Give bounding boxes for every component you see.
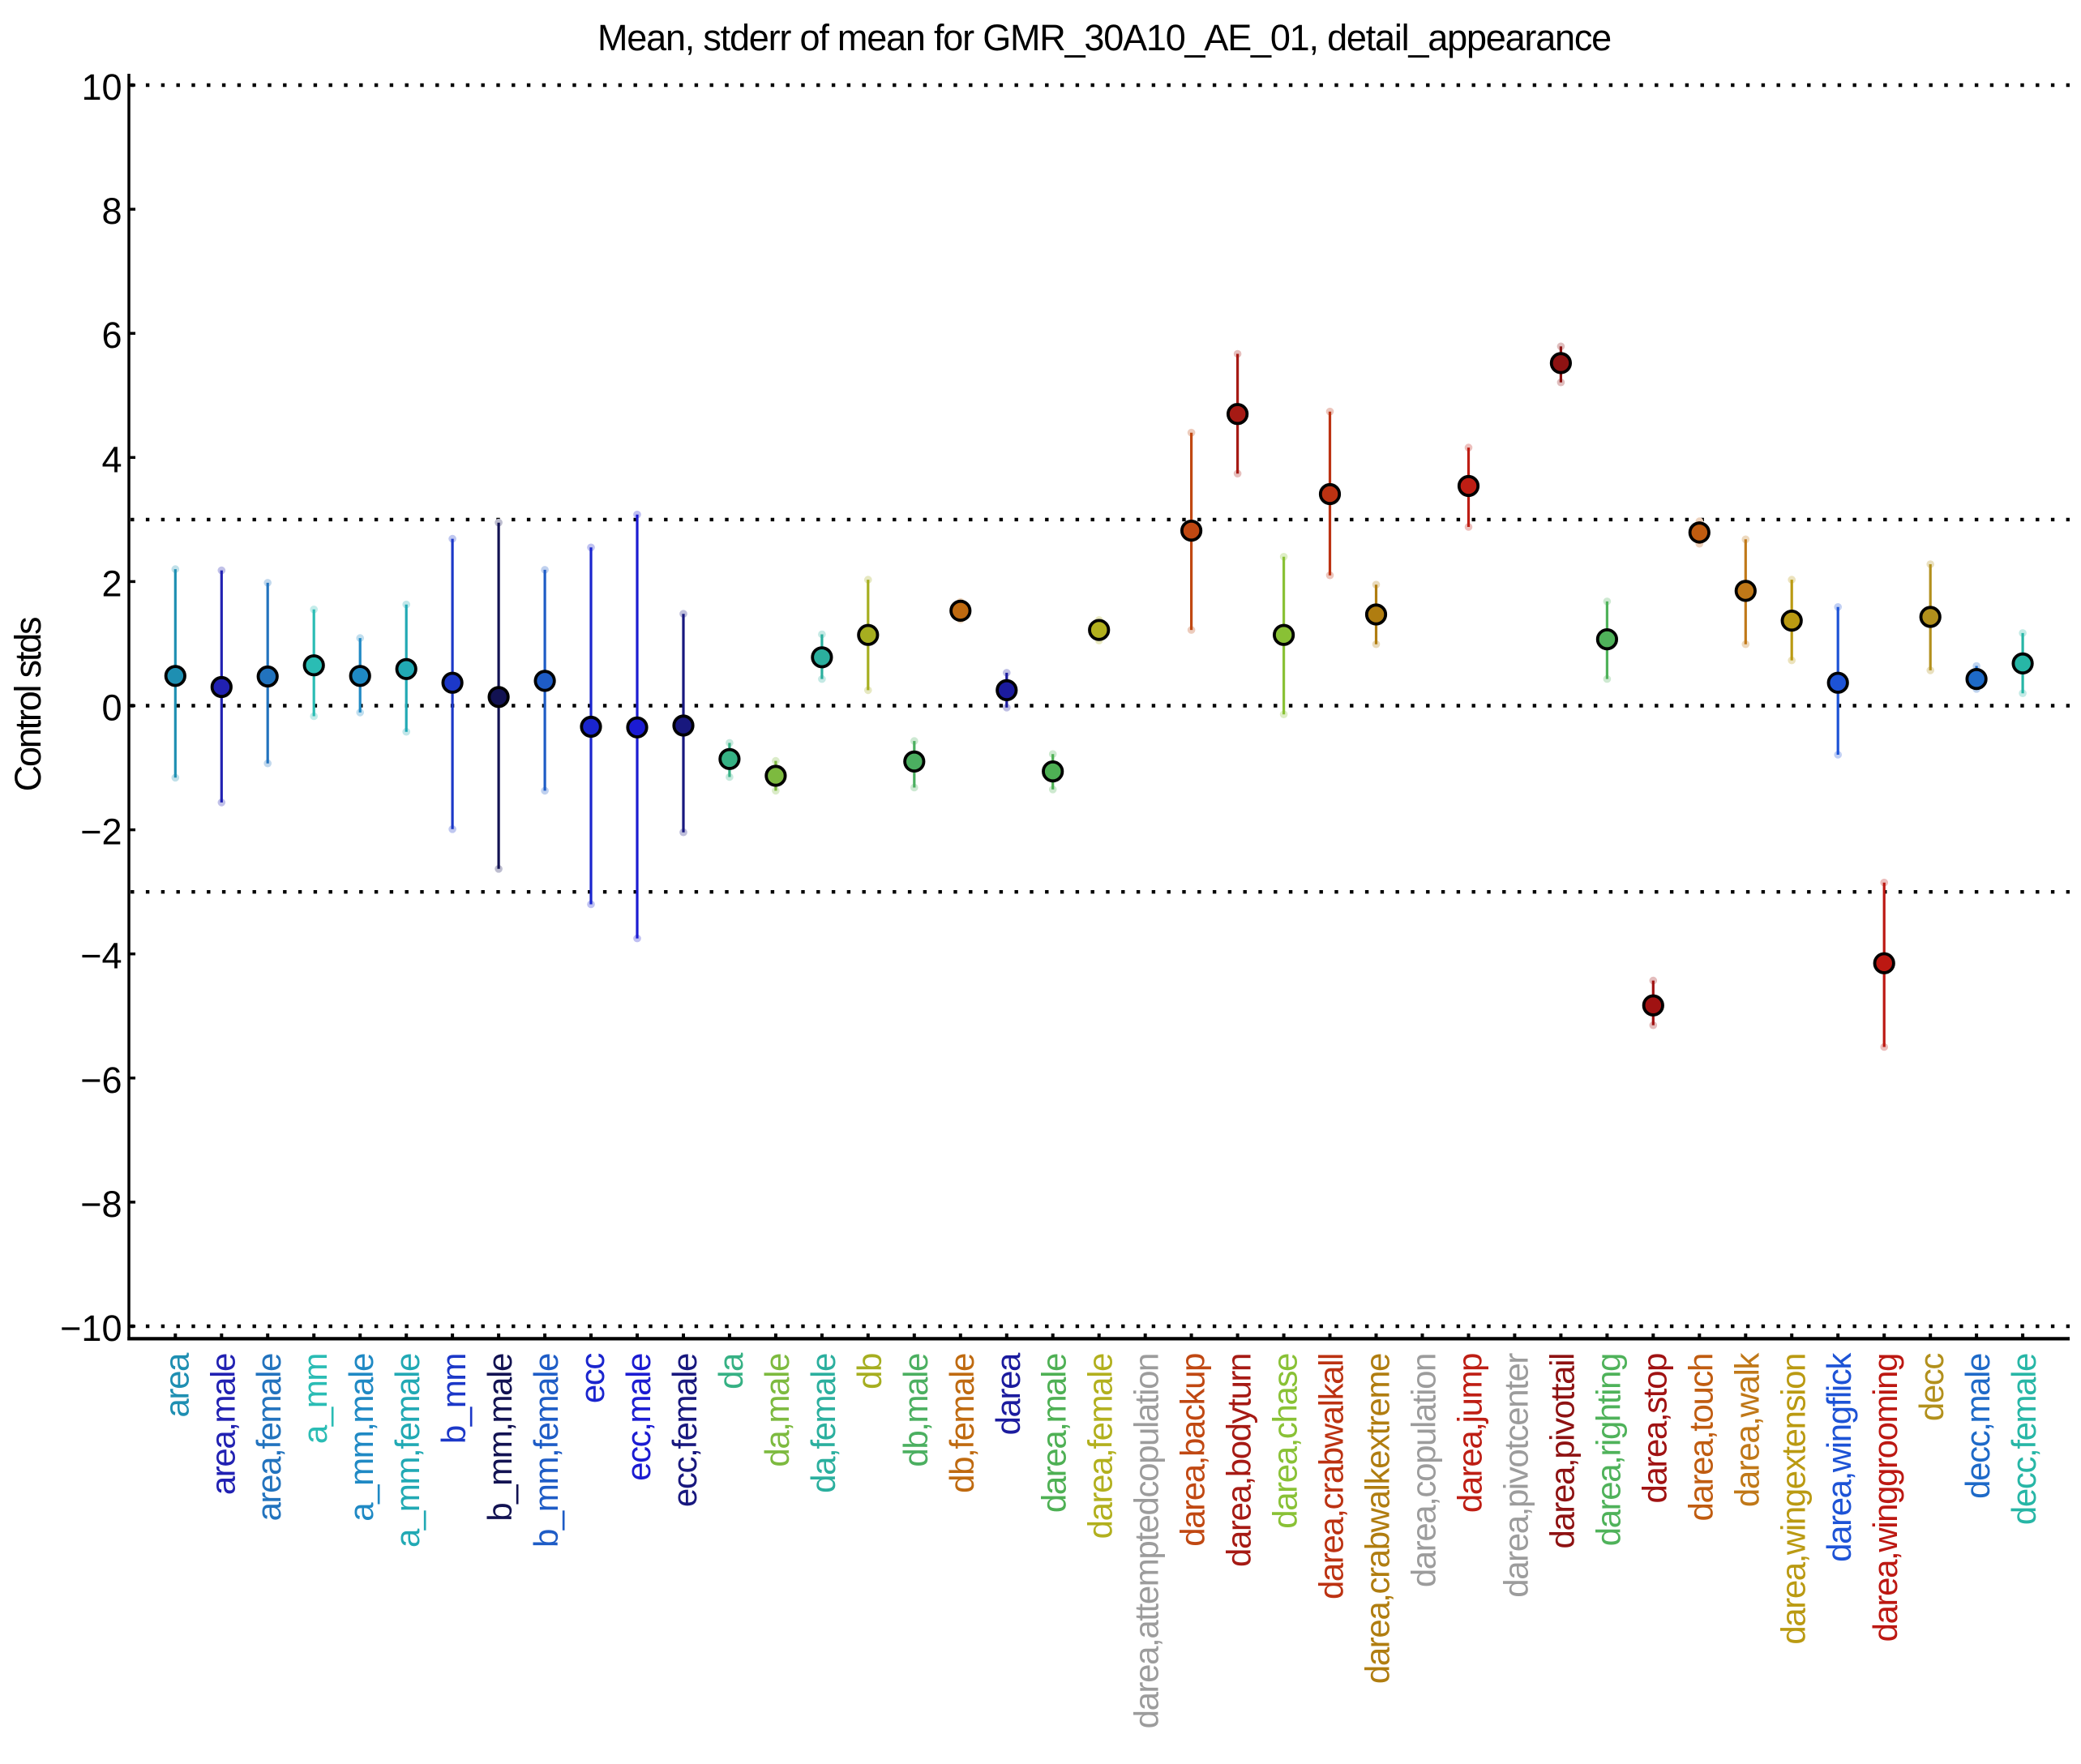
svg-text:db,female: db,female xyxy=(943,1354,981,1493)
svg-text:area,female: area,female xyxy=(250,1354,288,1521)
svg-text:darea,male: darea,male xyxy=(1035,1354,1073,1513)
svg-text:Control stds: Control stds xyxy=(7,618,49,791)
svg-text:−4: −4 xyxy=(80,936,122,977)
svg-text:0: 0 xyxy=(101,687,122,729)
svg-text:darea,wingflick: darea,wingflick xyxy=(1820,1352,1858,1562)
svg-text:darea,walk: darea,walk xyxy=(1728,1352,1766,1508)
svg-text:−8: −8 xyxy=(80,1184,122,1225)
svg-text:da: da xyxy=(712,1352,750,1389)
svg-text:decc,male: decc,male xyxy=(1959,1354,1997,1499)
svg-text:darea,touch: darea,touch xyxy=(1681,1354,1719,1521)
svg-text:da,female: da,female xyxy=(804,1354,842,1493)
svg-text:darea: darea xyxy=(989,1352,1027,1435)
svg-text:da,male: da,male xyxy=(758,1354,796,1467)
svg-text:decc,female: decc,female xyxy=(2005,1354,2043,1525)
svg-text:ecc,female: ecc,female xyxy=(666,1354,704,1507)
svg-text:darea,wingextension: darea,wingextension xyxy=(1774,1354,1812,1645)
svg-text:4: 4 xyxy=(101,439,122,480)
svg-text:darea,righting: darea,righting xyxy=(1589,1354,1627,1546)
svg-text:darea,winggrooming: darea,winggrooming xyxy=(1866,1354,1904,1642)
svg-text:2: 2 xyxy=(101,563,122,604)
svg-text:−2: −2 xyxy=(80,811,122,853)
svg-text:ecc,male: ecc,male xyxy=(619,1354,657,1481)
svg-text:darea,female: darea,female xyxy=(1081,1354,1120,1539)
svg-text:darea,stop: darea,stop xyxy=(1635,1354,1673,1504)
svg-text:db,male: db,male xyxy=(897,1354,935,1467)
svg-text:darea,bodyturn: darea,bodyturn xyxy=(1220,1354,1258,1567)
svg-text:ecc: ecc xyxy=(573,1354,611,1404)
svg-text:darea,chase: darea,chase xyxy=(1266,1354,1304,1529)
svg-text:b_mm,female: b_mm,female xyxy=(527,1354,565,1548)
svg-text:area: area xyxy=(157,1352,195,1418)
svg-text:−6: −6 xyxy=(80,1060,122,1101)
svg-text:a_mm: a_mm xyxy=(296,1354,334,1444)
svg-text:darea,pivotcenter: darea,pivotcenter xyxy=(1497,1353,1535,1598)
svg-text:b_mm: b_mm xyxy=(435,1354,473,1444)
svg-text:6: 6 xyxy=(101,315,122,356)
svg-text:−10: −10 xyxy=(60,1308,122,1349)
svg-text:area,male: area,male xyxy=(203,1354,242,1495)
svg-text:darea,pivottail: darea,pivottail xyxy=(1543,1354,1581,1549)
svg-text:b_mm,male: b_mm,male xyxy=(481,1354,519,1522)
svg-text:darea,backup: darea,backup xyxy=(1174,1354,1212,1547)
svg-text:darea,jump: darea,jump xyxy=(1451,1354,1489,1513)
svg-text:darea,crabwalkall: darea,crabwalkall xyxy=(1312,1354,1351,1599)
svg-text:a_mm,female: a_mm,female xyxy=(388,1354,426,1548)
svg-text:darea,copulation: darea,copulation xyxy=(1405,1354,1443,1587)
svg-text:Mean, stderr of mean for GMR_3: Mean, stderr of mean for GMR_30A10_AE_01… xyxy=(597,17,1611,58)
svg-text:10: 10 xyxy=(81,66,122,108)
svg-text:darea,attemptedcopulation: darea,attemptedcopulation xyxy=(1128,1354,1166,1728)
svg-text:db: db xyxy=(850,1354,888,1389)
svg-text:8: 8 xyxy=(101,191,122,232)
svg-text:a_mm,male: a_mm,male xyxy=(342,1354,380,1522)
svg-text:decc: decc xyxy=(1912,1354,1950,1422)
svg-text:darea,crabwalkextreme: darea,crabwalkextreme xyxy=(1359,1354,1397,1684)
